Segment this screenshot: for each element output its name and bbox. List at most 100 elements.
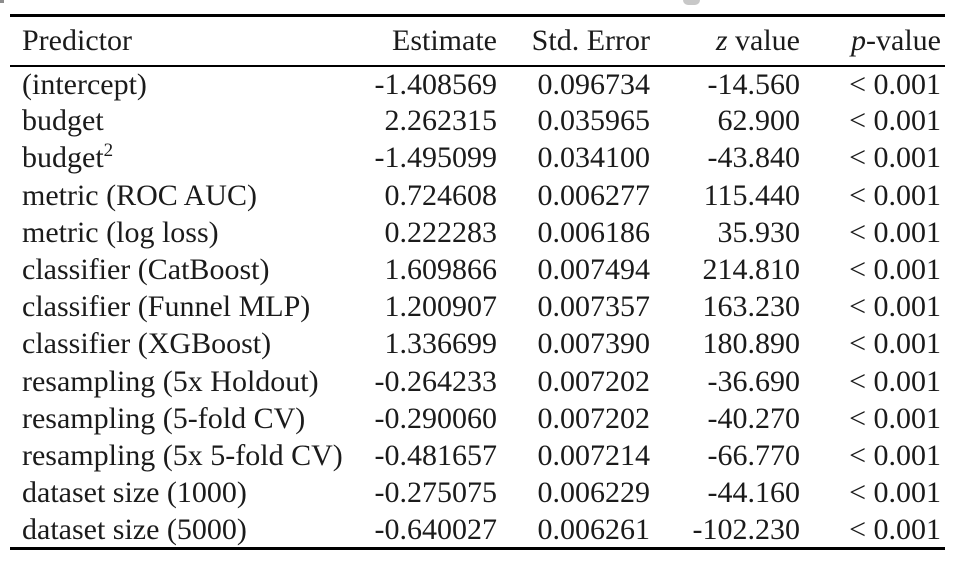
- predictor-cell: metric (log loss): [10, 214, 370, 251]
- z-value-cell: -40.270: [707, 401, 801, 435]
- column-header-predictor: Predictor: [10, 15, 370, 67]
- std-error-cell: 0.007390: [537, 327, 651, 361]
- z-value-cell: 163.230: [702, 290, 801, 324]
- p-value-cell: < 0.001: [849, 327, 941, 361]
- predictor-label: budget: [22, 141, 104, 175]
- p-symbol: p: [851, 23, 867, 57]
- table-row: resampling (5x 5-fold CV) -0.481657 0.00…: [10, 437, 945, 474]
- z-value-cell: -44.160: [707, 476, 801, 510]
- predictor-cell: budget: [10, 103, 370, 140]
- predictor-cell: resampling (5-fold CV): [10, 400, 370, 437]
- predictor-label: metric (ROC AUC): [22, 178, 257, 212]
- estimate-cell: -0.275075: [374, 476, 498, 510]
- std-error-cell: 0.007214: [537, 438, 651, 472]
- z-value-cell: -102.230: [692, 512, 801, 546]
- p-value-cell: < 0.001: [849, 401, 941, 435]
- table-row: budget 2.262315 0.035965 62.900 < 0.001: [10, 103, 945, 140]
- predictor-cell: resampling (5x 5-fold CV): [10, 437, 370, 474]
- predictor-cell: dataset size (5000): [10, 512, 370, 549]
- predictor-label: classifier (XGBoost): [22, 327, 272, 361]
- p-value-cell: < 0.001: [849, 104, 941, 138]
- std-error-cell: 0.096734: [537, 67, 651, 101]
- predictor-superscript: 2: [103, 140, 114, 162]
- predictor-cell: metric (ROC AUC): [10, 177, 370, 214]
- std-error-cell: 0.006261: [537, 512, 651, 546]
- estimate-cell: 0.222283: [384, 215, 498, 249]
- table-row: classifier (XGBoost) 1.336699 0.007390 1…: [10, 326, 945, 363]
- p-value-cell: < 0.001: [849, 512, 941, 546]
- column-header-z-value: z value: [650, 15, 800, 67]
- p-value-cell: < 0.001: [849, 364, 941, 398]
- table-row: metric (log loss) 0.222283 0.006186 35.9…: [10, 214, 945, 251]
- cropped-text-artifact-center: [683, 0, 700, 5]
- table-row: resampling (5x Holdout) -0.264233 0.0072…: [10, 363, 945, 400]
- table-header: Predictor Estimate Std. Error z value p-…: [10, 15, 945, 67]
- p-value-cell: < 0.001: [849, 178, 941, 212]
- table-body: (intercept) -1.408569 0.096734 -14.560 <…: [10, 66, 945, 549]
- predictor-cell: budget2: [10, 140, 370, 177]
- z-symbol: z: [715, 23, 728, 57]
- std-error-cell: 0.006277: [537, 178, 651, 212]
- std-error-cell: 0.007357: [537, 290, 651, 324]
- table-row: dataset size (5000) -0.640027 0.006261 -…: [10, 512, 945, 549]
- z-value-cell: 214.810: [702, 253, 801, 287]
- p-value-cell: < 0.001: [849, 253, 941, 287]
- std-error-cell: 0.034100: [537, 141, 651, 175]
- std-error-cell: 0.006229: [537, 476, 651, 510]
- p-value-label: -value: [866, 23, 941, 57]
- predictor-label: dataset size (5000): [22, 512, 247, 546]
- estimate-cell: 1.609866: [384, 253, 498, 287]
- predictor-label: budget: [22, 104, 104, 138]
- estimate-cell: 1.200907: [384, 290, 498, 324]
- std-error-cell: 0.006186: [537, 215, 651, 249]
- estimate-cell: 0.724608: [384, 178, 498, 212]
- predictor-label: resampling (5-fold CV): [22, 401, 306, 435]
- z-value-cell: 180.890: [702, 327, 801, 361]
- p-value-cell: < 0.001: [849, 215, 941, 249]
- column-header-p-value: p-value: [800, 15, 945, 67]
- p-value-cell: < 0.001: [849, 438, 941, 472]
- std-error-cell: 0.007202: [537, 364, 651, 398]
- p-value-cell: < 0.001: [849, 67, 941, 101]
- std-error-cell: 0.035965: [537, 104, 651, 138]
- estimate-cell: 2.262315: [384, 104, 498, 138]
- column-header-std-error: Std. Error: [497, 15, 650, 67]
- table-row: classifier (CatBoost) 1.609866 0.007494 …: [10, 251, 945, 288]
- z-value-cell: 115.440: [703, 178, 800, 212]
- cropped-text-artifact-left: [0, 0, 4, 3]
- estimate-cell: -0.264233: [374, 364, 498, 398]
- z-value-cell: -66.770: [707, 438, 801, 472]
- header-row: Predictor Estimate Std. Error z value p-…: [10, 15, 945, 67]
- estimate-cell: -0.481657: [374, 438, 498, 472]
- predictor-label: (intercept): [22, 67, 147, 101]
- estimate-cell: -0.290060: [374, 401, 498, 435]
- predictor-cell: classifier (Funnel MLP): [10, 289, 370, 326]
- z-value-label: value: [727, 23, 800, 57]
- estimate-cell: -1.495099: [374, 141, 498, 175]
- table-row: resampling (5-fold CV) -0.290060 0.00720…: [10, 400, 945, 437]
- estimate-cell: -1.408569: [374, 67, 498, 101]
- predictor-cell: dataset size (1000): [10, 475, 370, 512]
- z-value-cell: 35.930: [717, 215, 801, 249]
- table-row: budget2 -1.495099 0.034100 -43.840 < 0.0…: [10, 140, 945, 177]
- predictor-label: dataset size (1000): [22, 476, 247, 510]
- z-value-cell: -14.560: [707, 67, 801, 101]
- std-error-cell: 0.007202: [537, 401, 651, 435]
- z-value-cell: -43.840: [707, 141, 801, 175]
- predictor-cell: (intercept): [10, 66, 370, 103]
- regression-results-table: Predictor Estimate Std. Error z value p-…: [10, 14, 945, 551]
- predictor-label: classifier (CatBoost): [22, 253, 270, 287]
- p-value-cell: < 0.001: [849, 141, 941, 175]
- table-row: dataset size (1000) -0.275075 0.006229 -…: [10, 475, 945, 512]
- std-error-cell: 0.007494: [537, 253, 651, 287]
- predictor-cell: classifier (CatBoost): [10, 251, 370, 288]
- p-value-cell: < 0.001: [849, 290, 941, 324]
- predictor-label: resampling (5x Holdout): [22, 364, 319, 398]
- column-header-estimate: Estimate: [370, 15, 497, 67]
- p-value-cell: < 0.001: [849, 476, 941, 510]
- predictor-cell: resampling (5x Holdout): [10, 363, 370, 400]
- table-row: metric (ROC AUC) 0.724608 0.006277 115.4…: [10, 177, 945, 214]
- table-row: (intercept) -1.408569 0.096734 -14.560 <…: [10, 66, 945, 103]
- z-value-cell: 62.900: [717, 104, 801, 138]
- z-value-cell: -36.690: [707, 364, 801, 398]
